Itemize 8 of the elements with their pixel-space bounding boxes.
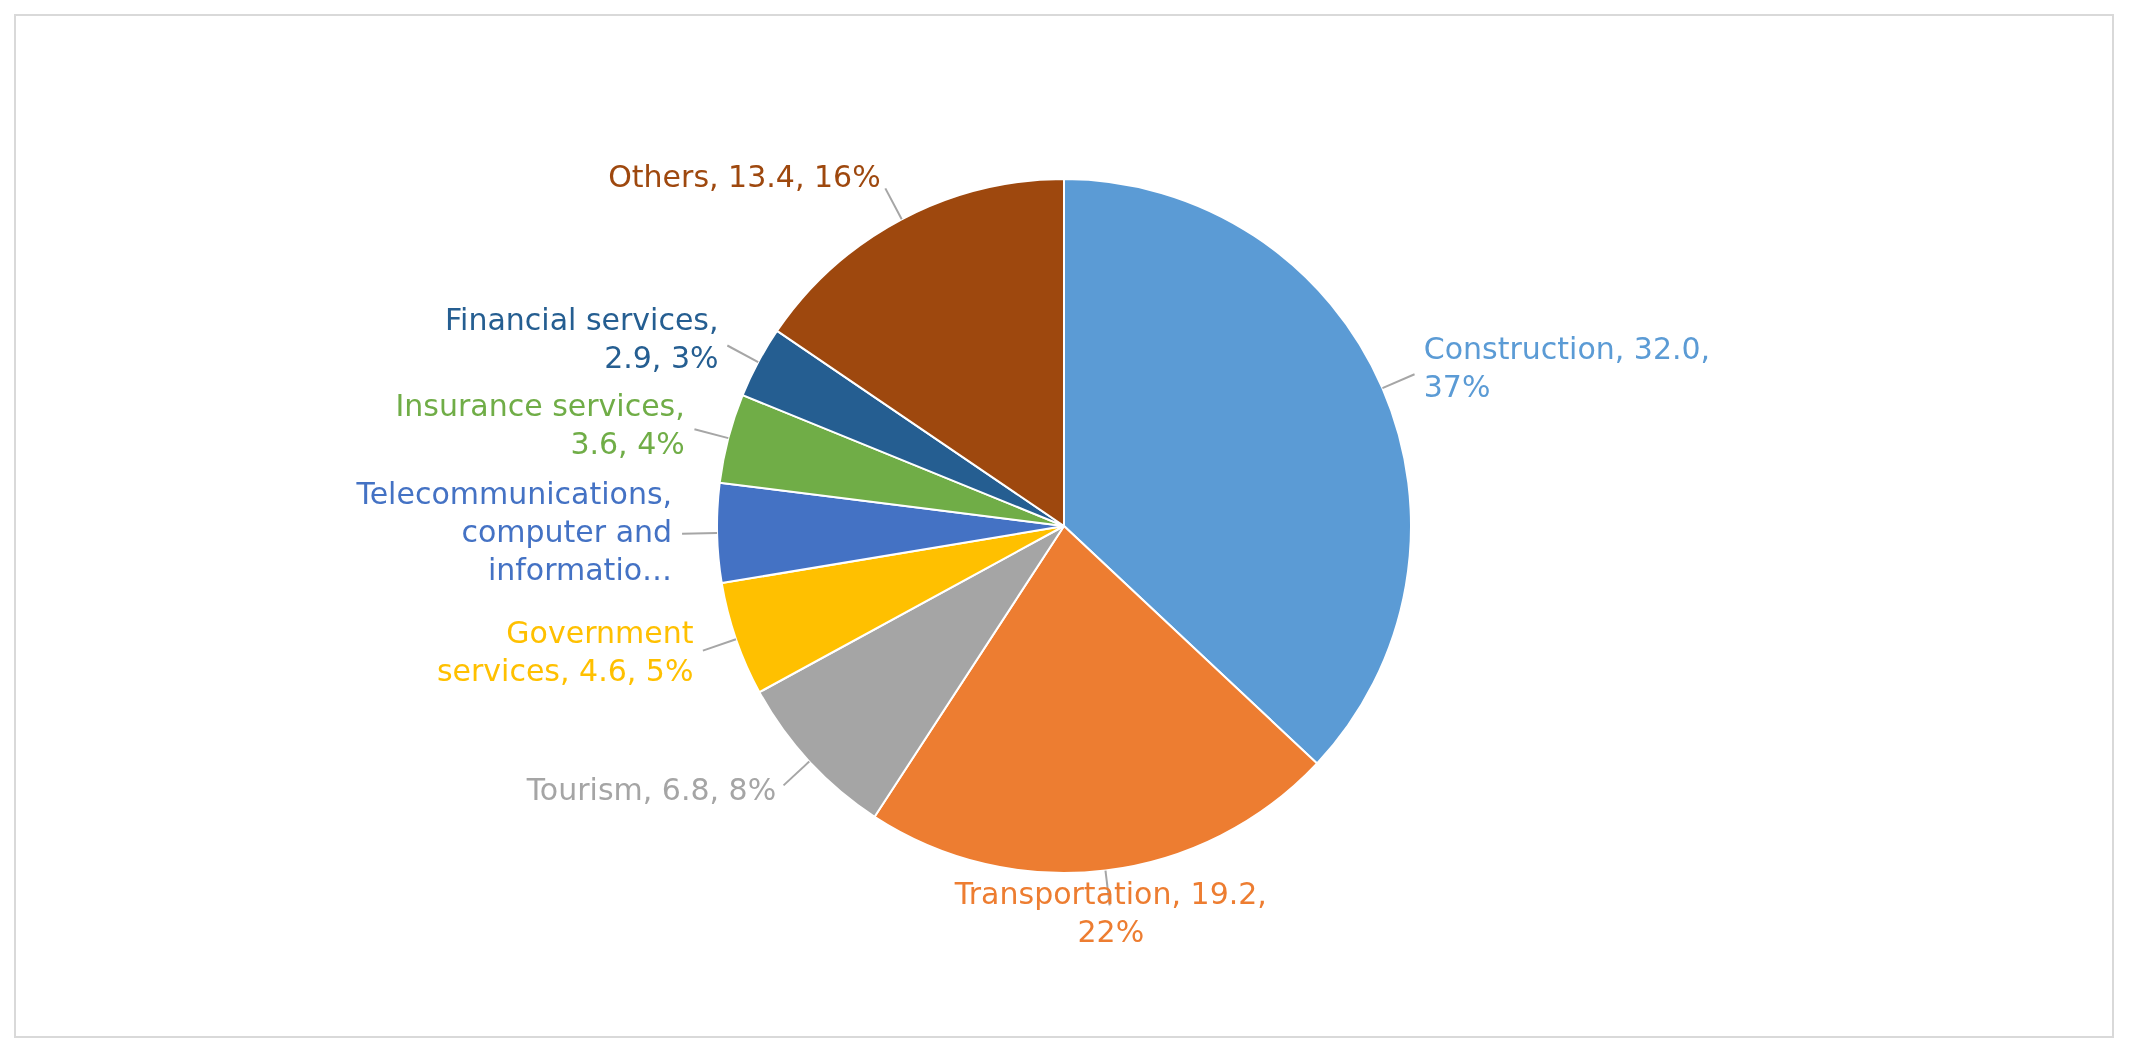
slice-label: Financial services, 2.9, 3% — [444, 301, 719, 375]
slice-label: Tourism, 6.8, 8% — [525, 771, 777, 807]
slice-label: Transportation, 19.2, 22% — [953, 875, 1267, 949]
slice-label: Insurance services, 3.6, 4% — [395, 387, 685, 461]
slice-label: Others, 13.4, 16% — [608, 159, 881, 195]
slice-label: Construction, 32.0, 37% — [1423, 331, 1711, 405]
slice-label: Telecommunications, computer and informatio… — [355, 475, 673, 587]
slice-label: Government services, 4.6, 5% — [436, 614, 694, 688]
